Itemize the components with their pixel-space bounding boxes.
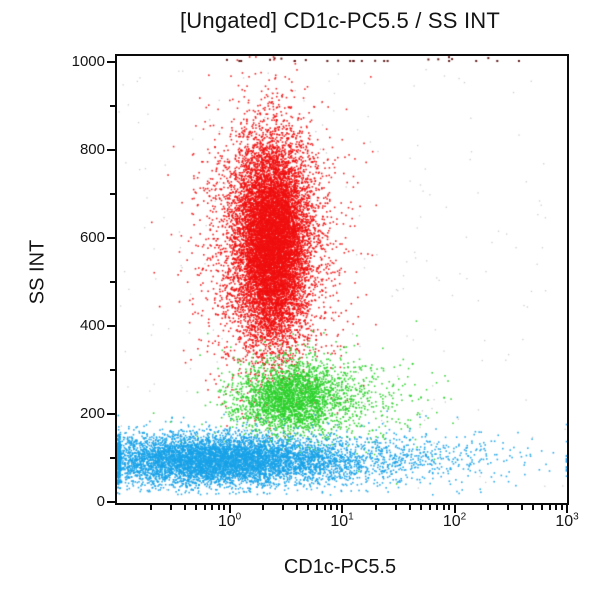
x-minor-tick	[560, 505, 563, 510]
plot-area[interactable]	[115, 54, 569, 505]
x-minor-tick	[217, 505, 220, 510]
x-minor-tick	[203, 505, 206, 510]
x-tick-label: 101	[330, 511, 354, 530]
x-minor-tick	[419, 505, 422, 510]
y-major-tick	[107, 61, 115, 63]
x-minor-tick	[149, 505, 152, 510]
y-tick-label: 400	[79, 317, 105, 334]
x-minor-tick	[532, 505, 535, 510]
x-minor-tick	[541, 505, 544, 510]
x-tick-label: 102	[442, 511, 467, 530]
y-major-tick	[107, 149, 115, 151]
x-minor-tick	[436, 505, 439, 510]
x-minor-tick	[374, 505, 377, 510]
x-axis-label: CD1c-PC5.5	[283, 556, 397, 578]
x-minor-tick	[282, 505, 285, 510]
y-major-tick	[107, 413, 115, 415]
x-minor-tick	[211, 505, 214, 510]
y-minor-tick	[110, 369, 115, 371]
x-minor-tick	[316, 505, 319, 510]
x-minor-tick	[408, 505, 411, 510]
x-minor-tick	[307, 505, 310, 510]
x-minor-tick	[323, 505, 326, 510]
x-minor-tick	[555, 505, 558, 510]
y-minor-tick	[110, 193, 115, 195]
x-minor-tick	[335, 505, 338, 510]
x-minor-tick	[394, 505, 397, 510]
y-tick-label: 200	[79, 405, 105, 422]
x-tick-label: 100	[217, 511, 242, 530]
y-tick-label: 0	[96, 493, 105, 510]
y-minor-tick	[110, 281, 115, 283]
x-minor-tick	[442, 505, 445, 510]
x-major-tick	[341, 505, 343, 513]
x-minor-tick	[183, 505, 186, 510]
x-minor-tick	[262, 505, 265, 510]
x-minor-tick	[169, 505, 172, 510]
y-tick-label: 600	[79, 229, 105, 246]
plot-title: [Ungated] CD1c-PC5.5 / SS INT	[179, 8, 501, 33]
y-tick-label: 800	[79, 141, 105, 158]
x-minor-tick	[330, 505, 333, 510]
x-minor-tick	[223, 505, 226, 510]
y-major-tick	[107, 325, 115, 327]
x-minor-tick	[548, 505, 551, 510]
x-minor-tick	[194, 505, 197, 510]
y-minor-tick	[110, 457, 115, 459]
x-minor-tick	[296, 505, 299, 510]
y-minor-tick	[110, 105, 115, 107]
x-minor-tick	[507, 505, 510, 510]
x-minor-tick	[521, 505, 524, 510]
y-major-tick	[107, 237, 115, 239]
x-major-tick	[453, 505, 456, 513]
x-minor-tick	[487, 505, 490, 510]
y-tick-label: 1000	[71, 53, 105, 70]
x-tick-label: 103	[555, 511, 579, 530]
x-major-tick	[566, 505, 568, 513]
x-minor-tick	[428, 505, 431, 510]
scatter-canvas[interactable]	[117, 56, 567, 503]
x-major-tick	[228, 505, 231, 513]
y-major-tick	[107, 501, 115, 503]
x-minor-tick	[448, 505, 451, 510]
y-axis-label: SS INT	[26, 239, 49, 305]
